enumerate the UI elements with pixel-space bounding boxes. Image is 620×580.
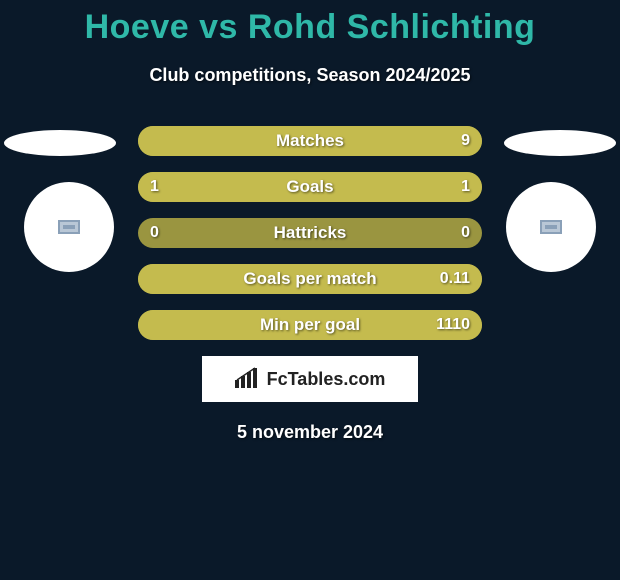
stat-row: 11Goals (138, 172, 482, 202)
stat-row: 0.11Goals per match (138, 264, 482, 294)
brand-box: FcTables.com (202, 356, 418, 402)
left-shadow-ellipse (4, 130, 116, 156)
stat-row: 1110Min per goal (138, 310, 482, 340)
stat-label: Min per goal (138, 310, 482, 340)
left-player-avatar (24, 182, 114, 272)
stat-label: Hattricks (138, 218, 482, 248)
placeholder-image-icon (540, 220, 562, 234)
stat-label: Matches (138, 126, 482, 156)
page-title: Hoeve vs Rohd Schlichting (0, 0, 620, 47)
comparison-arena: 9Matches 11Goals 00Hattricks 0.11Goals per … (0, 114, 620, 344)
stat-label: Goals (138, 172, 482, 202)
stat-label: Goals per match (138, 264, 482, 294)
date-text: 5 november 2024 (0, 422, 620, 443)
stat-row: 9Matches (138, 126, 482, 156)
stat-rows: 9Matches 11Goals 00Hattricks 0.11Goals per … (138, 126, 482, 356)
stat-row: 00Hattricks (138, 218, 482, 248)
right-shadow-ellipse (504, 130, 616, 156)
subtitle: Club competitions, Season 2024/2025 (0, 65, 620, 86)
bars-icon (235, 366, 261, 393)
right-player-avatar (506, 182, 596, 272)
brand-text: FcTables.com (267, 369, 386, 390)
placeholder-image-icon (58, 220, 80, 234)
